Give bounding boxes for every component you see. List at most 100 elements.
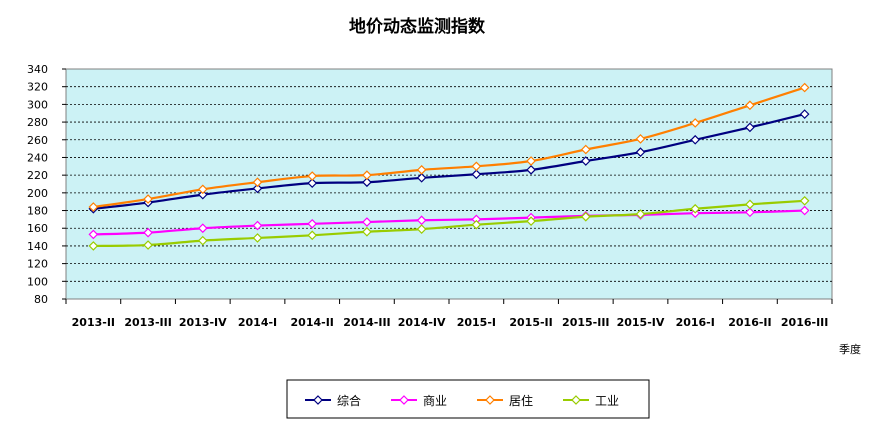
y-tick-label: 280 xyxy=(27,116,48,129)
x-tick-label: 2013-IV xyxy=(179,316,227,329)
data-point xyxy=(526,156,536,166)
legend-label: 工业 xyxy=(595,394,619,408)
x-tick-label: 2014-IV xyxy=(398,316,446,329)
legend-label: 综合 xyxy=(337,393,361,408)
plot-area xyxy=(65,68,833,300)
y-tick-label: 100 xyxy=(27,275,48,288)
data-point xyxy=(416,164,427,175)
y-tick-label: 140 xyxy=(27,240,48,253)
data-point xyxy=(799,195,810,206)
data-point xyxy=(745,122,755,133)
y-axis-ticks: 80 100 120 140 160 180 200 220 240 260 280 300 320 34… xyxy=(27,63,66,306)
data-point xyxy=(143,240,153,250)
series-3 xyxy=(88,82,810,212)
y-tick-label: 240 xyxy=(27,151,48,164)
data-point xyxy=(690,118,701,128)
data-point xyxy=(580,144,591,155)
x-tick-label: 2013-II xyxy=(72,316,115,329)
data-point xyxy=(362,217,372,227)
data-point xyxy=(799,205,810,216)
data-point xyxy=(471,219,482,230)
y-tick-label: 160 xyxy=(27,222,48,235)
data-point xyxy=(799,109,810,119)
x-tick-label: 2015-I xyxy=(457,316,496,329)
data-point xyxy=(197,189,208,200)
data-point xyxy=(252,220,263,231)
data-point xyxy=(197,184,208,195)
legend-marker xyxy=(571,395,581,405)
series-4 xyxy=(88,195,810,251)
data-point xyxy=(799,82,810,93)
series-line xyxy=(93,113,805,210)
data-point xyxy=(635,134,646,144)
x-tick-label: 2015-II xyxy=(509,316,552,329)
series-group xyxy=(88,82,810,251)
y-tick-label: 220 xyxy=(27,169,48,182)
data-point xyxy=(197,223,208,234)
data-point xyxy=(362,170,372,181)
data-point xyxy=(416,172,427,183)
data-point xyxy=(307,171,318,181)
legend-item: 工业 xyxy=(563,394,619,408)
y-tick-label: 260 xyxy=(27,134,48,147)
data-point xyxy=(526,216,536,227)
legend-item: 商业 xyxy=(391,393,447,408)
data-point xyxy=(143,227,153,238)
data-point xyxy=(471,161,482,172)
legend-items: 综合 商业 居住 工业 xyxy=(305,393,619,408)
data-point xyxy=(307,178,318,188)
x-tick-label: 2014-II xyxy=(291,316,334,329)
series-2 xyxy=(88,205,810,240)
data-point xyxy=(88,202,99,212)
data-point xyxy=(635,209,646,219)
data-point xyxy=(252,233,263,243)
legend-item: 综合 xyxy=(305,393,361,408)
y-tick-label: 80 xyxy=(34,293,48,306)
data-point xyxy=(580,211,591,222)
data-point xyxy=(362,177,372,188)
x-tick-label: 2013-III xyxy=(124,316,171,329)
data-point xyxy=(690,203,701,214)
y-tick-label: 300 xyxy=(27,98,48,111)
x-axis-label: 季度 xyxy=(839,342,861,356)
y-tick-label: 180 xyxy=(27,205,48,218)
data-point xyxy=(416,224,427,234)
y-tick-label: 200 xyxy=(27,187,48,200)
legend-marker xyxy=(399,395,409,405)
data-point xyxy=(635,147,646,158)
series-line xyxy=(93,199,805,248)
series-line xyxy=(93,86,805,209)
x-tick-label: 2015-III xyxy=(562,316,609,329)
data-point xyxy=(362,226,372,237)
x-tick-label: 2016-III xyxy=(781,316,828,329)
x-tick-label: 2016-II xyxy=(728,316,771,329)
data-point xyxy=(252,183,263,194)
data-point xyxy=(745,199,755,210)
data-point xyxy=(307,218,318,229)
x-tick-label: 2016-I xyxy=(676,316,715,329)
y-tick-label: 320 xyxy=(27,81,48,94)
y-tick-label: 340 xyxy=(27,63,48,76)
data-point xyxy=(580,156,591,166)
data-point xyxy=(307,230,318,241)
data-point xyxy=(88,241,99,251)
data-point xyxy=(143,194,153,204)
data-point xyxy=(252,177,263,188)
chart-title: 地价动态监测指数 xyxy=(349,16,486,37)
y-tick-label: 120 xyxy=(27,258,48,271)
data-point xyxy=(471,169,482,180)
legend-marker xyxy=(313,395,323,405)
legend-label: 商业 xyxy=(423,393,447,408)
data-point xyxy=(526,164,536,175)
legend-label: 居住 xyxy=(509,394,533,408)
x-axis-ticks: 2013-II 2013-III 2013-IV 2014-I 2014-II 2014-… xyxy=(65,299,833,329)
data-point xyxy=(88,229,99,240)
legend-item: 居住 xyxy=(477,394,533,408)
data-point xyxy=(745,207,755,218)
x-tick-label: 2014-I xyxy=(238,316,277,329)
legend-marker xyxy=(485,395,495,405)
x-tick-label: 2015-IV xyxy=(617,316,665,329)
data-point xyxy=(690,134,701,145)
data-point xyxy=(745,100,755,111)
